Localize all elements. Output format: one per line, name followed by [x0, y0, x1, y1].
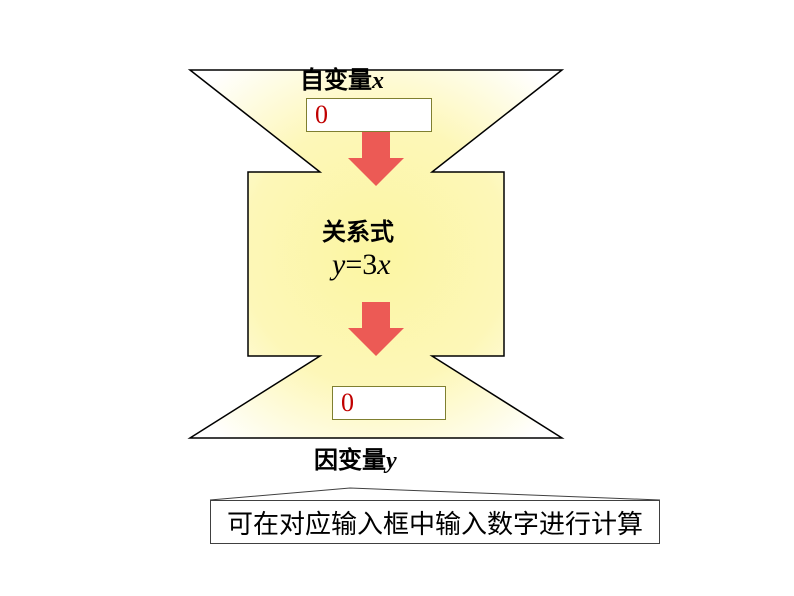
input-x-value: 0 [315, 102, 328, 128]
input-y[interactable]: 0 [332, 386, 446, 420]
tooltip: 可在对应输入框中输入数字进行计算 [210, 500, 660, 544]
label-independent-text: 自变量 [300, 68, 372, 94]
label-independent-var: x [372, 68, 384, 94]
diagram-stage: 自变量x 0 关系式 y=3x 0 因变量y 可在对应输入框中输入数字进行计算 [0, 0, 794, 596]
formula-x: x [377, 248, 390, 281]
input-x[interactable]: 0 [306, 98, 432, 132]
label-relation-text: 关系式 [322, 220, 394, 246]
label-independent-variable: 自变量x [300, 60, 384, 95]
label-relation: 关系式 [322, 212, 394, 247]
label-dependent-var: y [386, 448, 397, 474]
label-dependent-variable: 因变量y [314, 440, 397, 475]
input-y-value: 0 [341, 390, 354, 416]
tooltip-pointer [210, 488, 660, 500]
formula-eq: =3 [345, 248, 377, 281]
tooltip-text: 可在对应输入框中输入数字进行计算 [227, 504, 643, 541]
label-dependent-text: 因变量 [314, 448, 386, 474]
formula: y=3x [332, 248, 391, 282]
formula-y: y [332, 248, 345, 281]
